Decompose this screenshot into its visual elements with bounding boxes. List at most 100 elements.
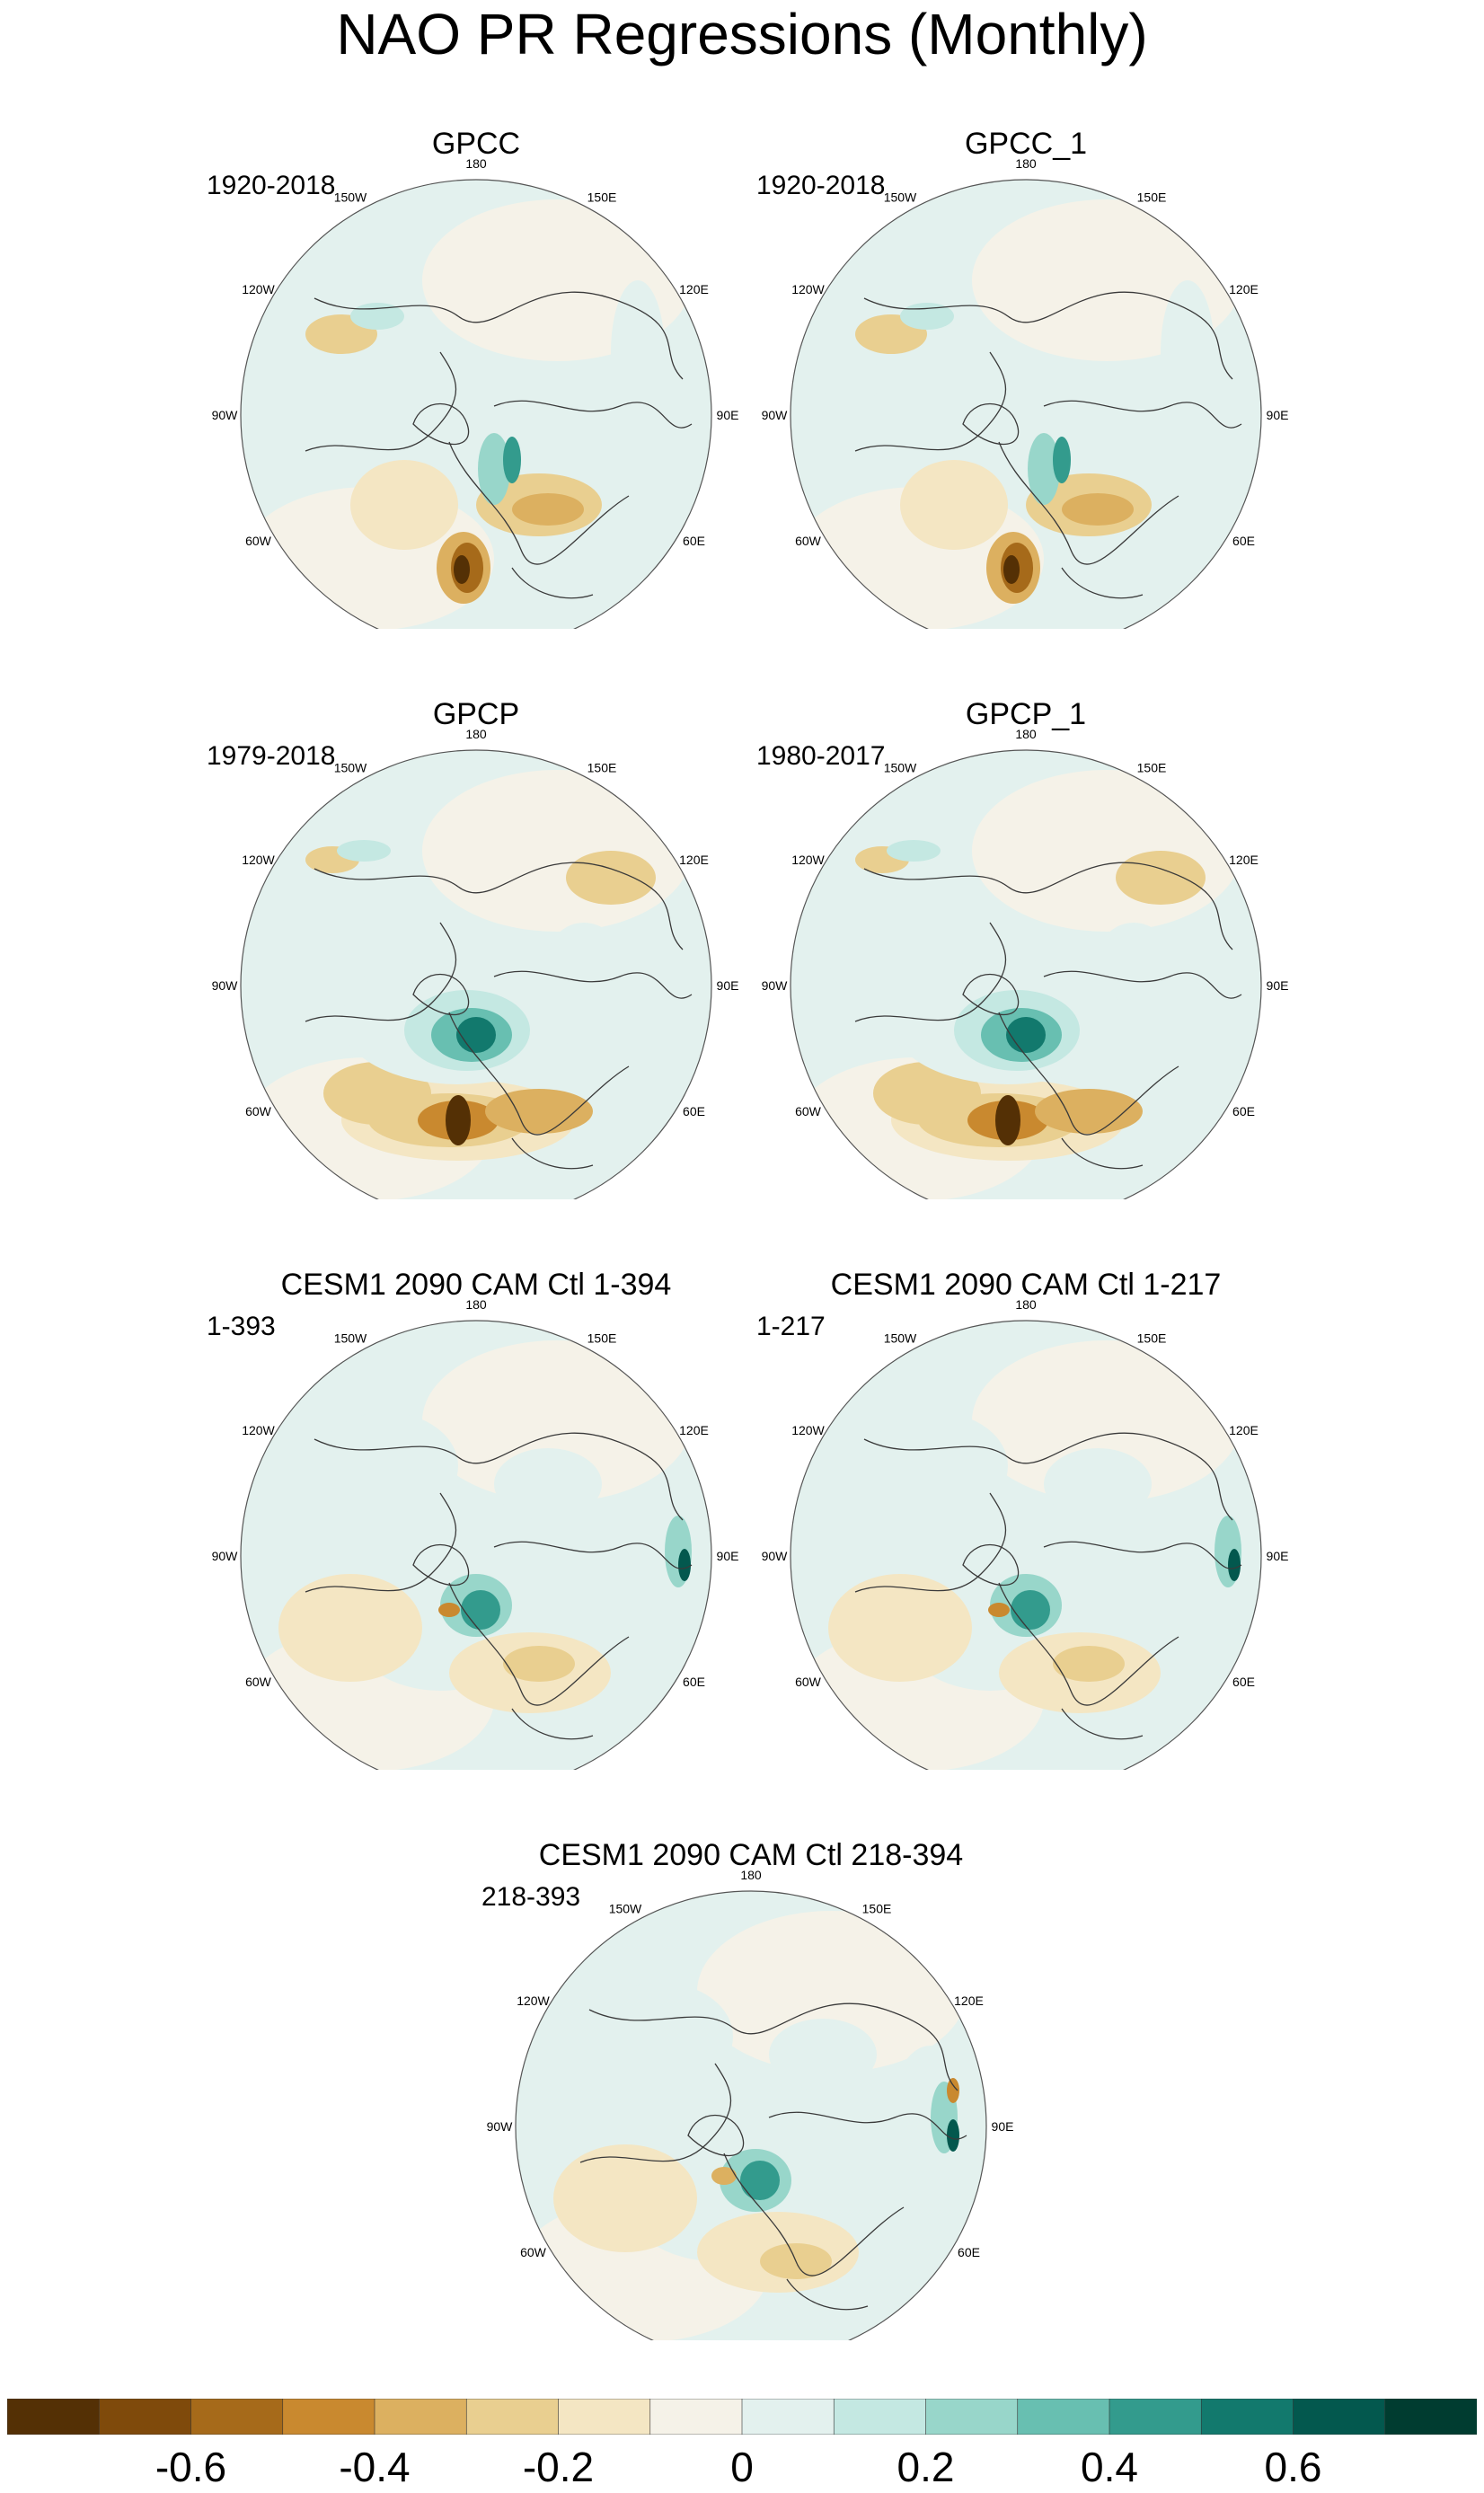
map-boundary [790, 749, 1262, 1199]
longitude-label: 150W [884, 761, 917, 775]
longitude-label: 60E [1232, 1675, 1255, 1689]
colorbar-tick-label: 0.2 [897, 2444, 955, 2490]
coastlines [305, 291, 693, 599]
polar-map: 180150E120E90E60E30E030W60W90W120W150W [762, 1297, 1289, 1771]
map-panel-gpcp-1: GPCP_11980-2017180150E120E90E60E30E030W6… [756, 696, 1295, 1253]
longitude-label: 90E [717, 408, 739, 422]
anomaly-region [873, 1062, 981, 1125]
anomaly-region [1053, 1646, 1125, 1682]
longitude-label: 150W [884, 1331, 917, 1346]
longitude-label: 180 [465, 727, 487, 741]
anomaly-region [1035, 1089, 1143, 1134]
anomaly-region [1028, 433, 1060, 505]
colorbar-swatch [190, 2399, 284, 2435]
longitude-label: 30E [866, 2338, 888, 2341]
longitude-label: 30W [338, 1767, 365, 1771]
coastlines [305, 1432, 693, 1740]
longitude-label: 90E [717, 1549, 739, 1563]
panel-period: 1920-2018 [756, 171, 886, 200]
anomaly-region [589, 1983, 733, 2091]
longitude-label: 120E [1229, 282, 1259, 296]
colorbar-tick-label: 0 [730, 2444, 754, 2490]
longitude-label: 150W [609, 1902, 642, 1916]
longitude-label: 120W [242, 1423, 275, 1437]
longitude-label: 90W [762, 408, 789, 422]
colorbar-swatch [1384, 2399, 1477, 2435]
longitude-label: 90E [1267, 1549, 1289, 1563]
anomaly-region [350, 303, 404, 330]
anomaly-region [485, 1089, 593, 1134]
longitude-label: 90W [487, 2119, 514, 2134]
anomaly-region [1003, 555, 1020, 584]
longitude-label: 60E [958, 2245, 980, 2259]
longitude-label: 30W [338, 1197, 365, 1200]
colorbar-swatch [98, 2399, 192, 2435]
map-boundary [790, 1320, 1262, 1770]
anomaly-region [323, 1062, 431, 1125]
longitude-label: 30E [1141, 626, 1163, 630]
anomaly-region [446, 1095, 471, 1145]
anomaly-region [503, 437, 521, 483]
coastlines [305, 862, 693, 1170]
longitude-label: 30W [888, 1767, 914, 1771]
colorbar-swatch [465, 2399, 560, 2435]
colorbar-tick-label: -0.2 [522, 2444, 595, 2490]
anomaly-region [740, 2161, 780, 2200]
longitude-label: 150E [1137, 190, 1167, 205]
longitude-label: 30W [888, 1197, 914, 1200]
anomaly-region [1098, 923, 1170, 995]
longitude-label: 30E [1141, 1767, 1163, 1771]
map-panel-gpcc: GPCC1920-2018180150E120E90E60E30E030W60W… [207, 126, 746, 683]
longitude-label: 90E [1267, 978, 1289, 993]
longitude-label: 120E [679, 1423, 709, 1437]
anomaly-region [438, 1603, 460, 1617]
panel-title: GPCP_1 [965, 697, 1087, 731]
anomaly-region [553, 2144, 697, 2252]
anomaly-region [995, 1095, 1020, 1145]
anomaly-region [864, 1412, 1008, 1520]
panel-period: 1-217 [756, 1312, 826, 1341]
longitude-label: 120E [1229, 1423, 1259, 1437]
longitude-label: 60E [1232, 534, 1255, 548]
anomaly-region [454, 555, 470, 584]
longitude-label: 30W [613, 2338, 640, 2341]
colorbar-swatch [1200, 2399, 1294, 2435]
colorbar-tick-label: 0.4 [1081, 2444, 1138, 2490]
longitude-label: 120W [791, 282, 825, 296]
longitude-label: 180 [1015, 727, 1037, 741]
longitude-label: 30E [591, 1197, 614, 1200]
anomaly-region [988, 1603, 1010, 1617]
map-boundary [790, 179, 1262, 629]
longitude-label: 120W [791, 853, 825, 867]
longitude-label: 90W [212, 408, 239, 422]
longitude-label: 60W [795, 534, 822, 548]
colorbar-swatch [1017, 2399, 1110, 2435]
panel-period: 1-393 [207, 1312, 276, 1341]
longitude-label: 150E [1137, 761, 1167, 775]
map-panel-gpcc-1: GPCC_11920-2018180150E120E90E60E30E030W6… [756, 126, 1295, 683]
longitude-label: 90W [762, 978, 789, 993]
map-panel-cesm-218-394: CESM1 2090 CAM Ctl 218-394 218-393 180 150E… [481, 1837, 1020, 2394]
colorbar-swatch [7, 2399, 101, 2435]
anomaly-region [1161, 280, 1215, 424]
longitude-label: 60W [795, 1675, 822, 1689]
polar-map: 180150E120E90E60E30E030W60W90W120W150W [212, 727, 739, 1200]
longitude-label: 30E [591, 626, 614, 630]
colorbar-swatch [282, 2399, 375, 2435]
anomaly-region [1053, 437, 1071, 483]
longitude-label: 60W [520, 2245, 547, 2259]
panel-period: 1920-2018 [207, 171, 336, 200]
anomaly-region [1011, 1590, 1050, 1630]
map-panel-cesm-1-217: CESM1 2090 CAM Ctl 1-217 1-217 180 150E 120E… [756, 1267, 1295, 1824]
longitude-label: 180 [465, 1297, 487, 1312]
longitude-label: 120E [679, 282, 709, 296]
longitude-label: 90E [992, 2119, 1014, 2134]
longitude-label: 90W [762, 1549, 789, 1563]
anomaly-region [456, 1017, 496, 1053]
panel-title: GPCC_1 [964, 127, 1088, 161]
colorbar-tick-label: -0.4 [339, 2444, 411, 2490]
longitude-label: 30W [888, 626, 914, 630]
map-boundary [240, 179, 712, 629]
panel-title: CESM1 2090 CAM Ctl 218-394 [538, 1838, 964, 1872]
longitude-label: 90E [717, 978, 739, 993]
